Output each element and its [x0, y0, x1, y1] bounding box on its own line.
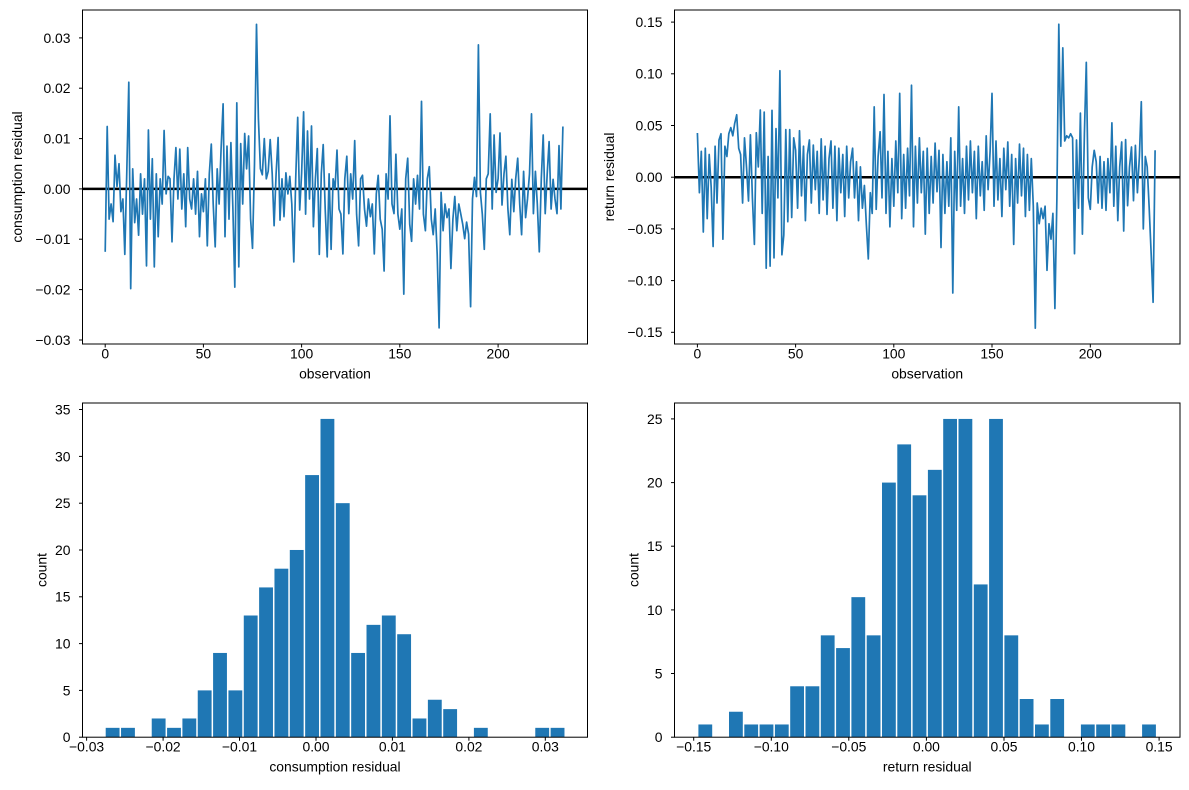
svg-text:0.00: 0.00 — [913, 739, 940, 755]
svg-text:0.02: 0.02 — [43, 80, 70, 96]
svg-text:0.03: 0.03 — [532, 739, 559, 755]
svg-text:0.01: 0.01 — [379, 739, 406, 755]
svg-text:−0.01: −0.01 — [222, 739, 257, 755]
svg-text:−0.02: −0.02 — [35, 282, 70, 298]
svg-text:0: 0 — [101, 345, 109, 361]
svg-text:50: 50 — [788, 345, 804, 361]
svg-text:−0.05: −0.05 — [627, 221, 662, 237]
svg-text:35: 35 — [55, 401, 71, 417]
svg-text:0.00: 0.00 — [43, 181, 70, 197]
svg-text:150: 150 — [388, 345, 411, 361]
svg-text:0.15: 0.15 — [1146, 739, 1173, 755]
svg-text:100: 100 — [290, 345, 313, 361]
svg-text:−0.15: −0.15 — [627, 324, 662, 340]
svg-text:25: 25 — [647, 411, 663, 427]
svg-text:25: 25 — [55, 495, 71, 511]
svg-text:−0.02: −0.02 — [146, 739, 181, 755]
svg-text:30: 30 — [55, 448, 71, 464]
svg-text:−0.03: −0.03 — [35, 332, 70, 348]
svg-text:5: 5 — [63, 682, 71, 698]
svg-text:−0.15: −0.15 — [676, 739, 711, 755]
svg-text:−0.01: −0.01 — [35, 231, 70, 247]
svg-text:return residual: return residual — [883, 759, 972, 775]
svg-text:0.15: 0.15 — [635, 14, 662, 30]
svg-text:0.05: 0.05 — [990, 739, 1017, 755]
svg-text:50: 50 — [196, 345, 212, 361]
svg-text:0: 0 — [694, 345, 702, 361]
svg-text:0: 0 — [63, 729, 71, 745]
svg-text:0.03: 0.03 — [43, 30, 70, 46]
svg-text:0.00: 0.00 — [302, 739, 329, 755]
svg-text:5: 5 — [655, 665, 663, 681]
svg-text:150: 150 — [980, 345, 1003, 361]
svg-text:200: 200 — [1079, 345, 1102, 361]
svg-text:0.05: 0.05 — [635, 117, 662, 133]
svg-text:10: 10 — [647, 602, 663, 618]
svg-text:−0.03: −0.03 — [69, 739, 104, 755]
svg-text:0.01: 0.01 — [43, 131, 70, 147]
svg-text:count: count — [33, 553, 49, 587]
svg-text:20: 20 — [55, 542, 71, 558]
svg-text:observation: observation — [891, 366, 963, 382]
svg-text:−0.10: −0.10 — [627, 273, 662, 289]
svg-text:−0.05: −0.05 — [831, 739, 866, 755]
svg-text:20: 20 — [647, 475, 663, 491]
svg-text:consumption residual: consumption residual — [9, 111, 25, 242]
svg-text:0.10: 0.10 — [635, 66, 662, 82]
svg-text:10: 10 — [55, 636, 71, 652]
svg-text:15: 15 — [55, 589, 71, 605]
svg-text:observation: observation — [299, 366, 371, 382]
svg-text:0.10: 0.10 — [1068, 739, 1095, 755]
svg-text:−0.10: −0.10 — [754, 739, 789, 755]
svg-text:count: count — [625, 553, 641, 587]
svg-text:200: 200 — [487, 345, 510, 361]
svg-text:0: 0 — [655, 729, 663, 745]
svg-text:return residual: return residual — [601, 133, 617, 222]
svg-text:15: 15 — [647, 538, 663, 554]
svg-text:100: 100 — [882, 345, 905, 361]
svg-text:0.00: 0.00 — [635, 169, 662, 185]
svg-text:consumption residual: consumption residual — [269, 759, 400, 775]
svg-text:0.02: 0.02 — [455, 739, 482, 755]
